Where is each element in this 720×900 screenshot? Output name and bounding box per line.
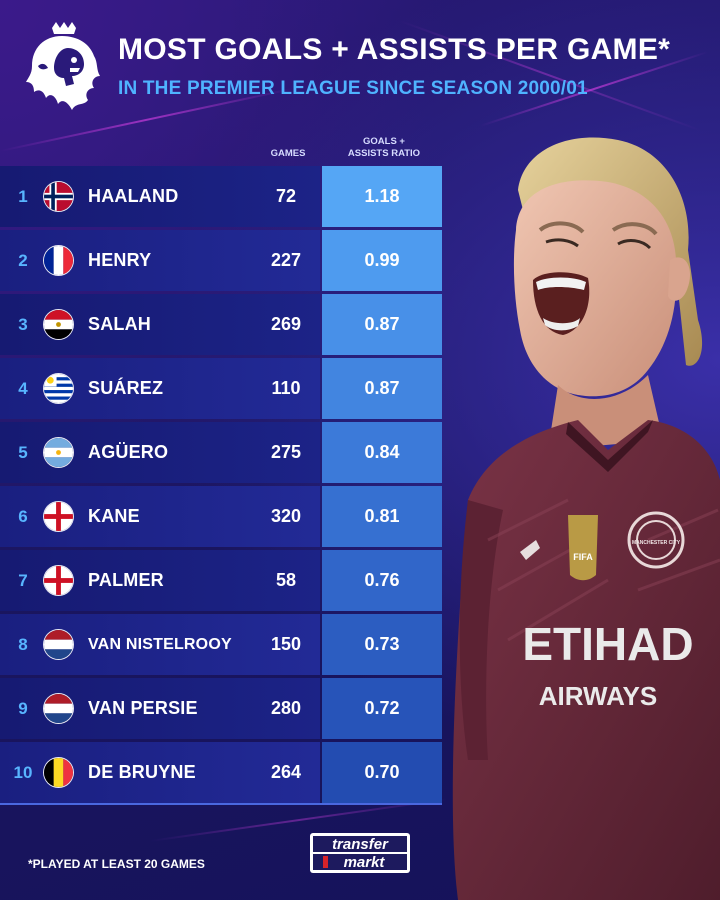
ratio-value: 0.81 [322,486,442,547]
player-name: HAALAND [88,186,179,206]
page-subtitle: IN THE PREMIER LEAGUE SINCE SEASON 2000/… [118,78,588,99]
rank-number: 4 [18,379,28,398]
ratio-value: 1.18 [322,166,442,227]
table-row: 4 SUÁREZ 110 0.87 [0,358,442,419]
player-name: PALMER [88,570,164,590]
games-value: 227 [270,250,302,270]
rank-number: 5 [18,443,28,462]
ratio-value: 0.87 [322,358,442,419]
logo-line2: markt [344,854,386,871]
logo-line1: transfer [332,836,389,853]
games-value: 110 [271,378,301,398]
ratio-value: 0.99 [322,230,442,291]
games-column-header: GAMES [270,148,306,159]
games-value: 264 [270,762,302,782]
player-name: VAN NISTELROOY [88,636,232,653]
games-value: 150 [270,634,302,654]
transfermarkt-logo: transfer markt [310,833,410,873]
rank-number: 8 [18,635,28,654]
netherlands-flag-icon [44,694,73,723]
argentina-flag-icon [44,438,73,467]
player-name: SUÁREZ [88,378,164,398]
sponsor-line1: ETIHAD [522,618,693,670]
rank-number: 6 [18,507,28,526]
table-row: 3 SALAH 269 0.87 [0,294,442,355]
ratio-column-header: GOALS + ASSISTS RATIO [330,136,438,160]
rank-number: 10 [13,763,33,782]
player-name: AGÜERO [88,442,169,462]
belgium-flag-icon [44,758,73,787]
premier-league-lion-icon [26,22,100,110]
rank-number: 7 [18,571,28,590]
ratio-value: 0.72 [322,678,442,739]
sponsor-line2: AIRWAYS [539,681,658,711]
table-row: 7 PALMER 58 0.76 [0,550,442,611]
player-name: DE BRUYNE [88,762,196,782]
rank-number: 2 [18,251,28,270]
egypt-flag-icon [44,310,73,339]
player-name: HENRY [88,250,152,270]
player-name: VAN PERSIE [88,698,198,718]
ranking-table: 1 HAALAND 72 1.18 2 HENRY 227 0.99 3 SAL… [0,166,442,806]
table-row: 1 HAALAND 72 1.18 [0,166,442,227]
games-value: 275 [270,442,302,462]
crest-text: MANCHESTER CITY [632,540,681,546]
rank-number: 1 [18,187,28,206]
england-flag-icon [44,502,73,531]
england-flag-icon [44,566,73,595]
table-bottom-line [0,803,442,805]
france-flag-icon [44,246,73,275]
footnote: *PLAYED AT LEAST 20 GAMES [28,857,205,871]
player-name: SALAH [88,314,151,334]
norway-flag-icon [44,182,73,211]
badge-text: FIFA [573,552,593,562]
ratio-header-line1: GOALS + [363,136,405,147]
games-value: 58 [275,570,297,590]
player-photo: FIFA MANCHESTER CITY ETIHAD AIRWAYS [452,137,720,900]
rank-number: 3 [18,315,28,334]
uruguay-flag-icon [44,374,73,403]
table-row: 2 HENRY 227 0.99 [0,230,442,291]
page-title: MOST GOALS + ASSISTS PER GAME* [118,33,671,66]
table-row: 6 KANE 320 0.81 [0,486,442,547]
table-row: 9 VAN PERSIE 280 0.72 [0,678,442,739]
ratio-value: 0.76 [322,550,442,611]
ratio-value: 0.84 [322,422,442,483]
games-value: 320 [270,506,302,526]
games-value: 72 [275,186,297,206]
ratio-value: 0.70 [322,742,442,803]
table-row: 10 DE BRUYNE 264 0.70 [0,742,442,803]
games-value: 269 [270,314,302,334]
ratio-value: 0.73 [322,614,442,675]
netherlands-flag-icon [44,630,73,659]
games-value: 280 [270,698,302,718]
player-name: KANE [88,506,140,526]
rank-number: 9 [18,699,28,718]
ratio-value: 0.87 [322,294,442,355]
ratio-header-line2: ASSISTS RATIO [347,148,421,159]
table-row: 5 AGÜERO 275 0.84 [0,422,442,483]
table-row: 8 VAN NISTELROOY 150 0.73 [0,614,442,675]
